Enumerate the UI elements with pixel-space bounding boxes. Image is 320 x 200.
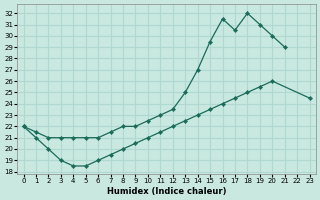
X-axis label: Humidex (Indice chaleur): Humidex (Indice chaleur): [107, 187, 226, 196]
